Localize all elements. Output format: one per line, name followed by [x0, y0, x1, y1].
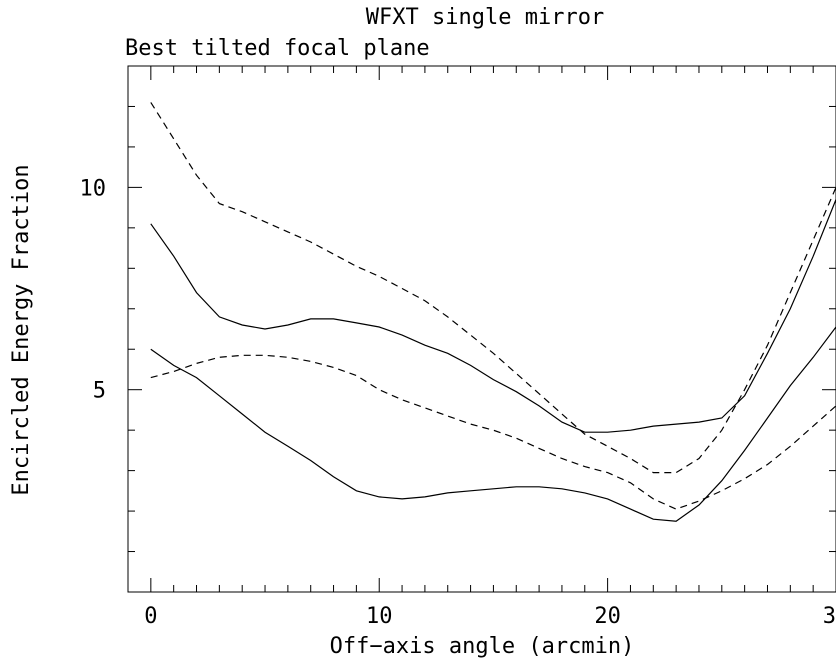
series-line-2-solid: [150, 199, 836, 433]
plot-frame: [127, 65, 836, 593]
y-axis-title: Encircled Energy Fraction: [9, 164, 34, 495]
tick-labels: 0 10 20 30 5 10: [80, 176, 836, 629]
chart-subtitle: Best tilted focal plane: [125, 36, 430, 61]
series-line-1-dashed: [150, 102, 836, 474]
x-axis-title: Off−axis angle (arcmin): [330, 634, 635, 659]
y-tick-label: 10: [80, 176, 107, 201]
x-tick-label: 10: [366, 604, 393, 629]
series-group: [150, 102, 836, 522]
x-tick-label: 0: [144, 604, 157, 629]
series-line-3-dashed: [150, 354, 836, 510]
axis-ticks: [128, 66, 836, 592]
x-tick-label: 20: [594, 604, 621, 629]
x-tick-label: 30: [823, 604, 836, 629]
series-line-4-solid: [150, 326, 836, 522]
chart-title: WFXT single mirror: [366, 5, 604, 30]
y-tick-label: 5: [93, 379, 106, 404]
